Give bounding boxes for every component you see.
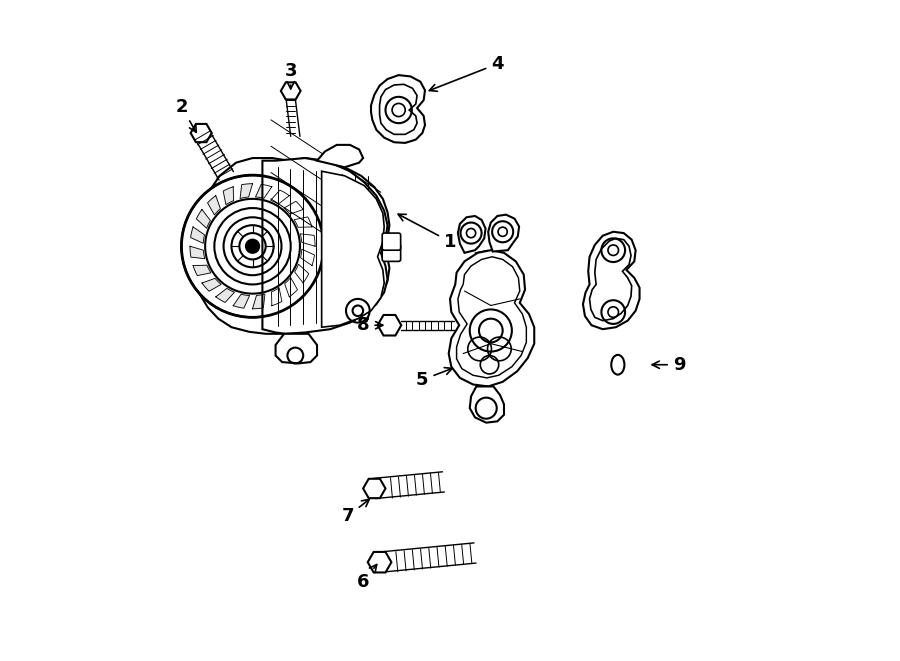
Circle shape: [246, 240, 259, 253]
Polygon shape: [456, 256, 526, 378]
Polygon shape: [253, 294, 265, 309]
Polygon shape: [190, 247, 205, 258]
Polygon shape: [371, 75, 425, 143]
Text: 7: 7: [342, 499, 369, 525]
Polygon shape: [583, 232, 640, 329]
Polygon shape: [284, 278, 298, 297]
Ellipse shape: [611, 355, 625, 375]
Polygon shape: [208, 196, 220, 215]
Text: 9: 9: [652, 356, 685, 373]
Polygon shape: [470, 387, 504, 422]
Polygon shape: [458, 216, 485, 253]
Text: 3: 3: [284, 61, 297, 89]
Polygon shape: [216, 288, 235, 303]
Text: 1: 1: [398, 214, 456, 251]
FancyBboxPatch shape: [382, 233, 400, 251]
Polygon shape: [380, 85, 417, 134]
Text: 2: 2: [176, 98, 196, 132]
Polygon shape: [275, 334, 317, 364]
Polygon shape: [233, 294, 249, 308]
Text: 4: 4: [429, 55, 504, 91]
Polygon shape: [294, 264, 309, 283]
Polygon shape: [194, 158, 390, 334]
Polygon shape: [590, 239, 632, 321]
Text: 8: 8: [356, 316, 382, 334]
Polygon shape: [294, 217, 312, 227]
Circle shape: [182, 175, 324, 317]
Polygon shape: [271, 190, 289, 204]
Polygon shape: [263, 158, 388, 334]
Polygon shape: [272, 288, 282, 306]
Polygon shape: [256, 184, 272, 198]
Polygon shape: [284, 201, 303, 214]
Polygon shape: [240, 184, 253, 198]
Polygon shape: [194, 265, 211, 276]
Polygon shape: [301, 234, 315, 247]
FancyBboxPatch shape: [382, 245, 400, 261]
Polygon shape: [449, 251, 535, 387]
Polygon shape: [196, 210, 211, 228]
Polygon shape: [488, 215, 519, 252]
Polygon shape: [321, 171, 384, 327]
Polygon shape: [202, 278, 221, 292]
Text: 6: 6: [357, 564, 377, 591]
Polygon shape: [223, 187, 234, 205]
Polygon shape: [191, 227, 204, 243]
Text: 5: 5: [416, 368, 453, 389]
Polygon shape: [317, 145, 363, 167]
Polygon shape: [301, 249, 314, 266]
